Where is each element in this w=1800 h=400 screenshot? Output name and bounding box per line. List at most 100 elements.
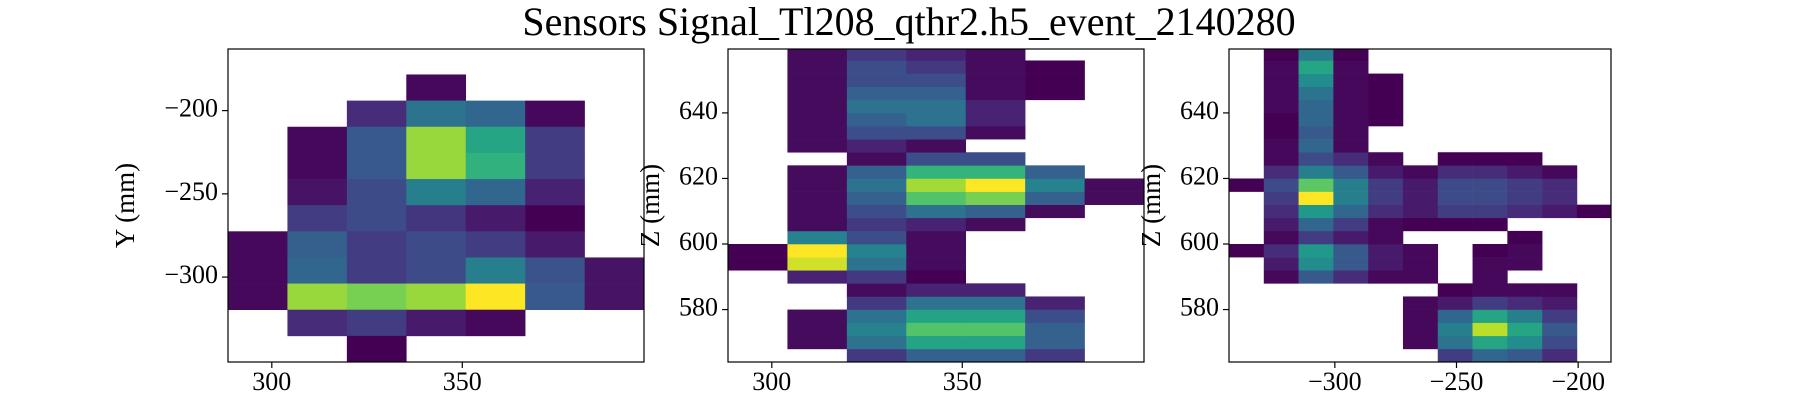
heatmap-cell (787, 99, 848, 114)
heatmap-cell (287, 257, 348, 284)
heatmap-cell (787, 126, 848, 140)
heatmap-cell (287, 126, 348, 154)
heatmap-cell (787, 270, 848, 284)
heatmap-cell (525, 100, 585, 128)
heatmap-cell (846, 99, 907, 114)
heatmap-cell (287, 231, 348, 258)
heatmap-cell (906, 112, 967, 127)
heatmap-cell (1263, 257, 1299, 271)
x-tick-label: −300 (1308, 367, 1362, 396)
heatmap-cell (1263, 126, 1299, 140)
heatmap-cell (1472, 309, 1508, 323)
heatmap-cell (1402, 322, 1439, 337)
heatmap-cell (846, 86, 907, 101)
heatmap-cell (1368, 191, 1404, 205)
heatmap-cell (1507, 335, 1543, 350)
heatmap-cell (346, 335, 407, 362)
y-tick-label: 580 (679, 293, 718, 322)
heatmap-cell (1333, 165, 1369, 179)
heatmap-cell (346, 100, 407, 128)
heatmap-cell (965, 283, 1026, 297)
heatmap-cell (1298, 244, 1334, 258)
heatmap-cell (465, 283, 526, 311)
heatmap-cell (287, 283, 348, 311)
heatmap-cell (1333, 49, 1369, 61)
heatmap-cell (1542, 296, 1578, 310)
heatmap-cell (1437, 165, 1473, 179)
heatmap-cell (1368, 230, 1404, 245)
heatmap-cell (1298, 126, 1334, 140)
heatmap-cell (846, 60, 907, 74)
heatmap-cell (1263, 191, 1299, 205)
heatmap-cell (1025, 178, 1085, 192)
heatmap-cell (1263, 178, 1299, 192)
y-axis-label: Z (mm) (1136, 164, 1166, 247)
heatmap-cell (846, 178, 907, 192)
y-tick-label: 620 (679, 161, 718, 190)
heatmap-cell (846, 49, 907, 61)
heatmap-cell (1263, 270, 1299, 284)
heatmap-cell (787, 204, 848, 219)
heatmap-cell (787, 60, 848, 74)
heatmap-cell (787, 86, 848, 101)
heatmap-cell (1542, 322, 1578, 337)
y-axis-label: Y (mm) (110, 163, 140, 248)
heatmap-cell (1298, 270, 1334, 284)
heatmap-cell (965, 86, 1026, 101)
heatmap-cell (1472, 283, 1508, 297)
heatmap-cell (1472, 244, 1508, 258)
heatmap-cell (965, 112, 1026, 127)
heatmap-cell (1229, 244, 1265, 258)
heatmap-cell (906, 139, 967, 153)
heatmap-cell (1333, 126, 1369, 140)
heatmap-cell (346, 257, 407, 284)
heatmap-cell (1368, 204, 1404, 219)
axes-frame (227, 48, 645, 363)
heatmap-cell (406, 179, 467, 206)
y-tick-label: −200 (164, 94, 218, 123)
heatmap-cell (965, 60, 1026, 74)
heatmap-cell (465, 126, 526, 154)
heatmap-cell (346, 205, 407, 232)
heatmap-cell (1084, 191, 1144, 205)
heatmap-cell (1472, 270, 1508, 284)
heatmap-cell (1368, 86, 1404, 101)
heatmap-cell (1025, 191, 1085, 205)
heatmap-cell (906, 283, 967, 297)
heatmap-cell (1025, 309, 1085, 323)
heatmap-cell (465, 100, 526, 128)
heatmap-cell (846, 270, 907, 284)
heatmap-cell (787, 335, 848, 350)
heatmap-cell (906, 86, 967, 101)
y-tick-label: 600 (679, 227, 718, 256)
heatmap-cell (1507, 244, 1543, 258)
heatmap-cell (346, 231, 407, 258)
y-tick-label: 600 (1180, 227, 1219, 256)
heatmap-cell (1263, 60, 1299, 74)
heatmap-cell (906, 257, 967, 271)
heatmap-cell (525, 283, 585, 311)
heatmap-cell (1402, 244, 1439, 258)
heatmap-cell (1437, 309, 1473, 323)
heatmap-cell (406, 205, 467, 232)
heatmap-cell (1025, 165, 1085, 179)
heatmap-cell (1025, 296, 1085, 310)
heatmap-cell (846, 309, 907, 323)
heatmap-cell (1437, 217, 1473, 232)
heatmap-cell (228, 283, 288, 311)
heatmap-cell (965, 296, 1026, 310)
x-tick-label: 350 (443, 367, 482, 396)
heatmap-cell (1333, 191, 1369, 205)
heatmap-cell (1368, 217, 1404, 232)
heatmap-cell (846, 112, 907, 127)
heatmap-cell (584, 283, 644, 311)
heatmap-cell (1437, 322, 1473, 337)
heatmap-cell (846, 348, 907, 362)
subplot: 300 350 −200 −250 −300 Y (mm) (110, 48, 645, 396)
heatmap-cell (406, 257, 467, 284)
heatmap-cell (465, 257, 526, 284)
heatmap-cell (1437, 283, 1473, 297)
heatmap-cell (406, 74, 467, 101)
